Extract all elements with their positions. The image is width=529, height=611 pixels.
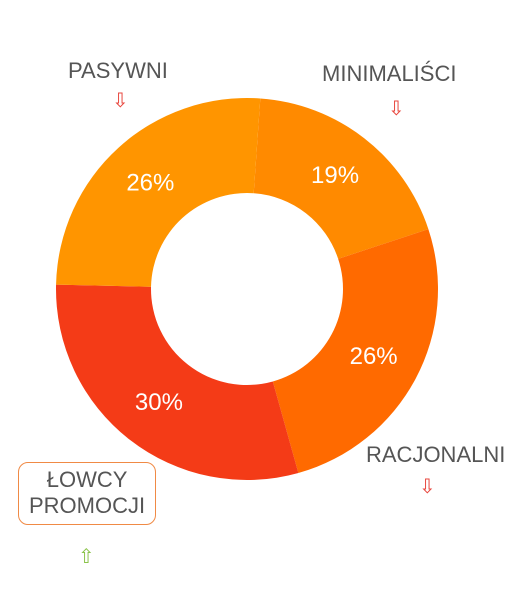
donut-segment — [272, 229, 438, 473]
segment-value-label: 19% — [311, 162, 359, 189]
label-pasywni: PASYWNI — [68, 58, 168, 83]
label-minimalisci: MINIMALIŚCI — [322, 61, 457, 86]
label-line: PROMOCJI — [29, 493, 146, 519]
donut-segment — [55, 284, 299, 481]
arrow-up-icon: ⇧ — [78, 544, 95, 568]
arrow-down-icon: ⇩ — [388, 96, 405, 120]
arrow-down-icon: ⇩ — [112, 88, 129, 112]
segment-value-label: 26% — [350, 343, 398, 370]
label-line: ŁOWCY — [46, 467, 128, 492]
arrow-down-icon: ⇩ — [419, 474, 436, 498]
label-lowcy-promocji: ŁOWCY PROMOCJI — [18, 462, 157, 525]
donut-segment — [56, 97, 261, 287]
segment-value-label: 26% — [126, 169, 174, 196]
donut-segment — [253, 98, 429, 259]
label-racjonalni: RACJONALNI — [366, 442, 506, 467]
segment-value-label: 30% — [135, 389, 183, 416]
